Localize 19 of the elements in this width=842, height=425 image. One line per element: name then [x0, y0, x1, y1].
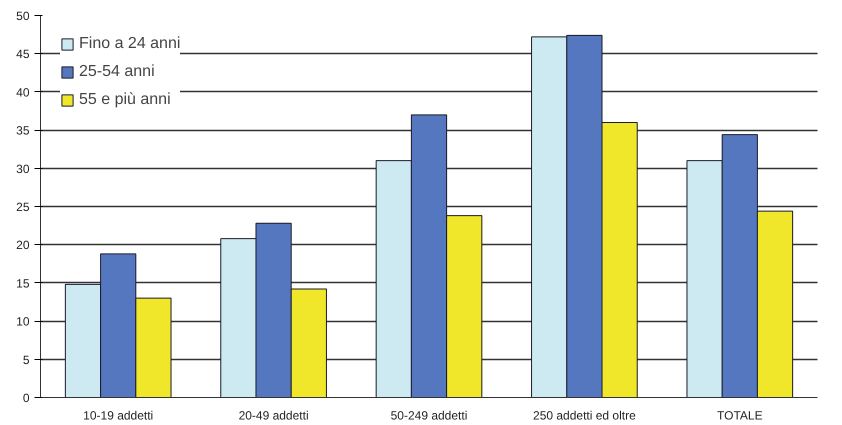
y-tick-label: 5	[22, 352, 30, 367]
x-tick-label: TOTALE	[717, 408, 763, 422]
y-tick-label: 10	[16, 314, 30, 329]
y-tick-label: 20	[16, 238, 30, 252]
x-tick-label: 10-19 addetti	[83, 408, 154, 422]
y-tick-label: 15	[16, 276, 30, 290]
y-tick-label: 35	[16, 124, 30, 138]
x-tick-label: 250 addetti ed oltre	[533, 408, 636, 422]
x-tick-label: 50-249 addetti	[390, 408, 468, 422]
x-tick-label: 20-49 addetti	[238, 408, 309, 422]
y-tick-label: 0	[22, 391, 30, 405]
y-tick-label: 25	[16, 200, 30, 214]
y-tick-label: 30	[16, 162, 30, 176]
y-tick-label: 40	[16, 85, 30, 100]
legend-label: Fino a 24 anni	[79, 35, 180, 53]
legend-label: 25-54 anni	[79, 63, 155, 81]
y-tick-label: 45	[16, 47, 30, 62]
legend-label: 55 e più anni	[79, 91, 171, 109]
y-tick-label: 50	[16, 9, 30, 23]
